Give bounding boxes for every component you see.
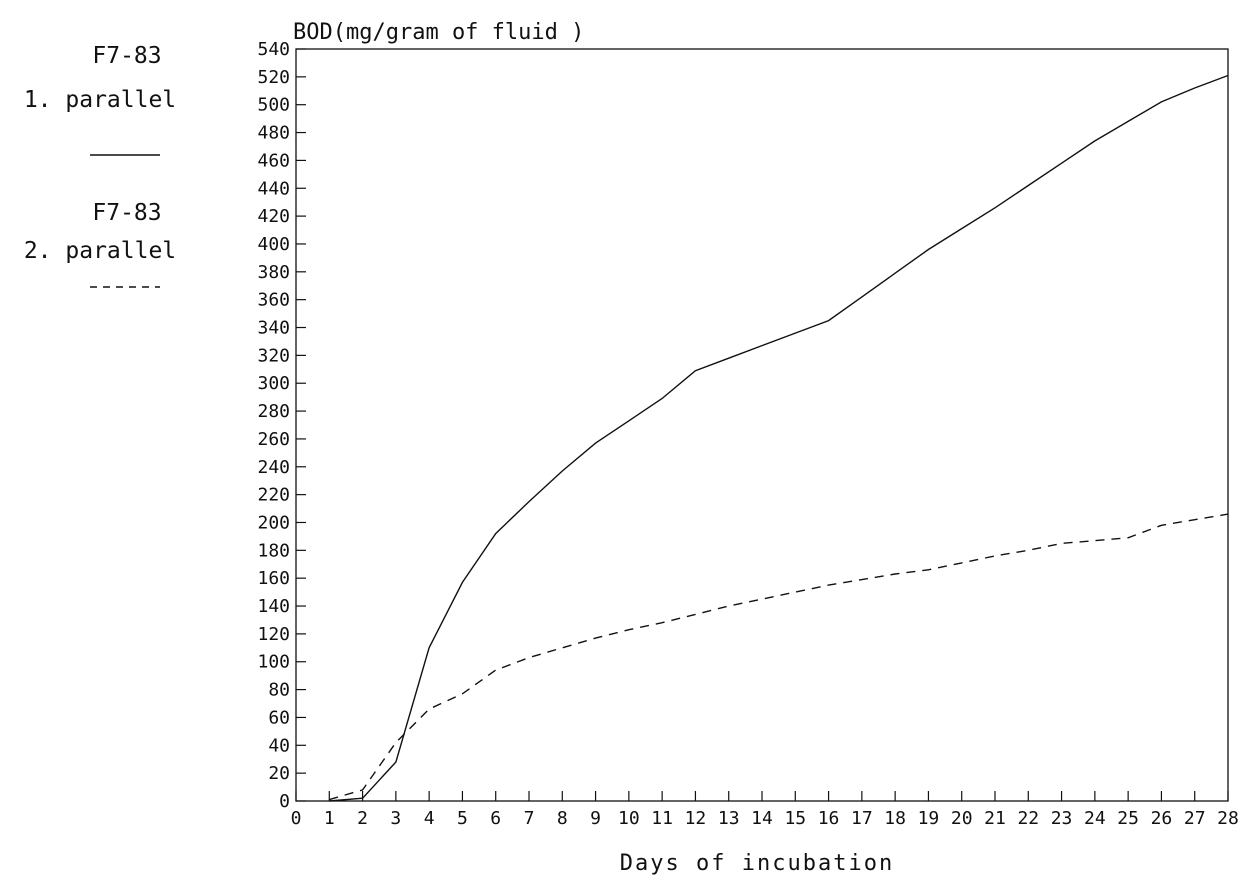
x-tick-label: 22 — [1017, 808, 1039, 829]
axis-ticks: 0204060801001201401601802002202402602803… — [257, 39, 1238, 829]
x-tick-label: 17 — [851, 808, 873, 829]
y-tick-label: 400 — [257, 234, 290, 255]
x-tick-label: 15 — [784, 808, 806, 829]
y-tick-label: 320 — [257, 345, 290, 366]
y-tick-label: 380 — [257, 262, 290, 283]
x-tick-label: 5 — [457, 808, 468, 829]
legend-series-1-name: F7-83 — [92, 43, 161, 69]
y-tick-label: 460 — [257, 150, 290, 171]
y-tick-label: 540 — [257, 39, 290, 60]
x-tick-label: 7 — [524, 808, 535, 829]
series-2-line — [329, 513, 1229, 801]
x-tick-label: 1 — [324, 808, 335, 829]
y-tick-label: 240 — [257, 457, 290, 478]
y-tick-label: 360 — [257, 290, 290, 311]
y-tick-label: 0 — [279, 791, 290, 812]
legend-series-2-label: 2. parallel — [24, 238, 176, 264]
y-tick-label: 140 — [257, 596, 290, 617]
y-axis-label: BOD(mg/gram of fluid ) — [293, 20, 584, 45]
y-tick-label: 480 — [257, 123, 290, 144]
y-tick-label: 40 — [268, 735, 290, 756]
x-tick-label: 27 — [1184, 808, 1206, 829]
x-tick-label: 19 — [918, 808, 940, 829]
x-tick-label: 0 — [291, 808, 302, 829]
x-tick-label: 18 — [884, 808, 906, 829]
x-tick-label: 13 — [718, 808, 740, 829]
y-tick-label: 60 — [268, 707, 290, 728]
x-tick-label: 10 — [618, 808, 640, 829]
x-tick-label: 2 — [357, 808, 368, 829]
y-tick-label: 160 — [257, 568, 290, 589]
y-tick-label: 220 — [257, 485, 290, 506]
y-tick-label: 280 — [257, 401, 290, 422]
x-tick-label: 6 — [490, 808, 501, 829]
x-tick-label: 25 — [1117, 808, 1139, 829]
x-tick-label: 11 — [651, 808, 673, 829]
x-tick-label: 26 — [1151, 808, 1173, 829]
y-tick-label: 80 — [268, 680, 290, 701]
legend-series-2-name: F7-83 — [92, 200, 161, 226]
plot-area-frame — [295, 48, 1229, 802]
x-axis-label: Days of incubation — [620, 851, 894, 876]
x-tick-label: 16 — [818, 808, 840, 829]
y-tick-label: 500 — [257, 95, 290, 116]
y-tick-label: 20 — [268, 763, 290, 784]
x-tick-label: 24 — [1084, 808, 1106, 829]
x-tick-label: 9 — [590, 808, 601, 829]
y-tick-label: 440 — [257, 178, 290, 199]
y-tick-label: 180 — [257, 540, 290, 561]
x-tick-label: 8 — [557, 808, 568, 829]
y-tick-label: 260 — [257, 429, 290, 450]
x-tick-label: 14 — [751, 808, 773, 829]
y-tick-label: 120 — [257, 624, 290, 645]
x-tick-label: 12 — [685, 808, 707, 829]
y-tick-label: 200 — [257, 512, 290, 533]
y-tick-label: 420 — [257, 206, 290, 227]
legend-series-1-label: 1. parallel — [24, 87, 176, 113]
x-tick-label: 20 — [951, 808, 973, 829]
x-tick-label: 28 — [1217, 808, 1239, 829]
x-tick-label: 21 — [984, 808, 1006, 829]
x-tick-label: 23 — [1051, 808, 1073, 829]
x-tick-label: 3 — [390, 808, 401, 829]
series-layer — [329, 74, 1229, 802]
x-tick-label: 4 — [424, 808, 435, 829]
y-tick-label: 100 — [257, 652, 290, 673]
y-tick-label: 340 — [257, 318, 290, 339]
y-tick-label: 520 — [257, 67, 290, 88]
y-tick-label: 300 — [257, 373, 290, 394]
series-1-line — [329, 74, 1229, 802]
legend: F7-83 1. parallel F7-83 2. parallel — [24, 43, 176, 288]
